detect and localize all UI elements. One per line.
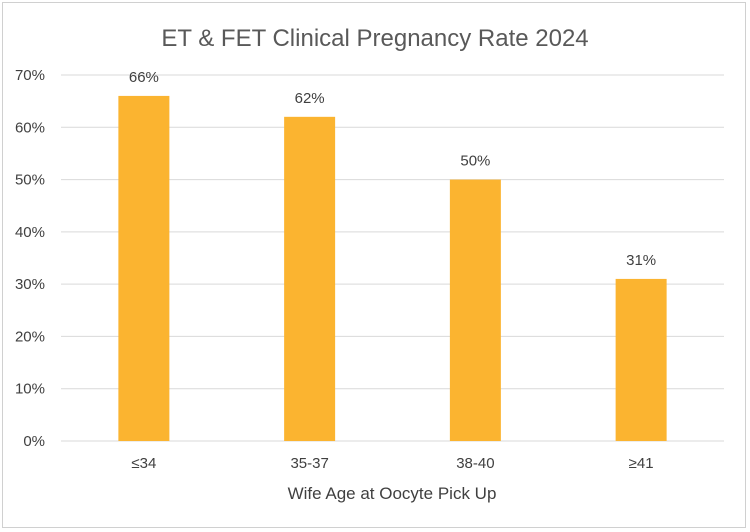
x-tick-label: ≤34	[131, 455, 156, 472]
bar	[615, 278, 667, 441]
bar	[449, 179, 501, 442]
y-tick-label: 10%	[15, 381, 45, 398]
data-label: 50%	[460, 153, 490, 170]
x-tick-label: 38-40	[456, 455, 494, 472]
y-tick-label: 30%	[15, 276, 45, 293]
gridlines	[61, 74, 724, 442]
x-tick-label: ≥41	[629, 455, 654, 472]
y-axis-ticks: 0% 10% 20% 30% 40% 50% 60% 70%	[15, 67, 45, 450]
y-tick-label: 70%	[15, 67, 45, 84]
bar	[118, 95, 170, 442]
y-tick-label: 0%	[23, 433, 45, 450]
y-tick-label: 40%	[15, 224, 45, 241]
bar	[284, 116, 336, 441]
bars	[118, 95, 667, 442]
x-axis-ticks: ≤34 35-37 38-40 ≥41	[131, 455, 653, 472]
x-axis-title: Wife Age at Oocyte Pick Up	[288, 484, 497, 503]
x-tick-label: 35-37	[290, 455, 328, 472]
data-label: 66%	[129, 69, 159, 86]
data-label: 62%	[295, 90, 325, 107]
data-label: 31%	[626, 252, 656, 269]
data-labels: 66% 62% 50% 31%	[129, 69, 656, 269]
y-tick-label: 20%	[15, 328, 45, 345]
chart-title: ET & FET Clinical Pregnancy Rate 2024	[161, 25, 588, 52]
y-tick-label: 50%	[15, 172, 45, 189]
y-tick-label: 60%	[15, 119, 45, 136]
